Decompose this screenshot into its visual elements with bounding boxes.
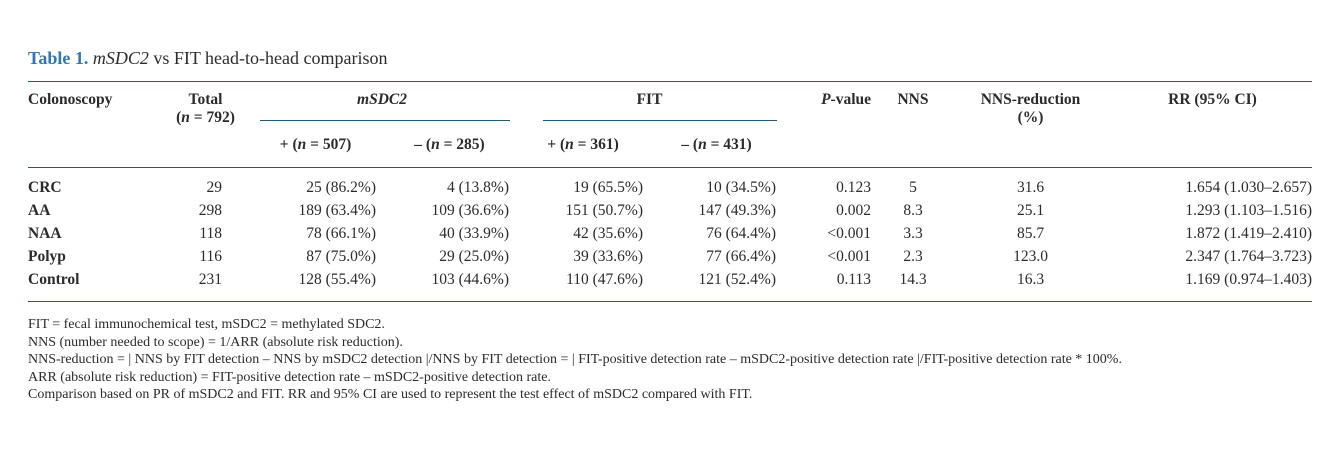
row-label: CRC <box>28 178 62 196</box>
row-label: AA <box>28 201 51 219</box>
column-header-fit-positive: + (n = 361) <box>516 127 650 168</box>
cell-nns: 2.3 <box>903 247 923 265</box>
comparison-table: Colonoscopy Total (n = 792) mSDC2 FIT P-… <box>28 81 1312 302</box>
cell-msdc2-pos: 25 (86.2%) <box>306 178 376 196</box>
cell-msdc2-neg: 4 (13.8%) <box>447 178 509 196</box>
cell-msdc2-neg: 109 (36.6%) <box>431 201 510 219</box>
cell-msdc2-neg: 29 (25.0%) <box>439 247 509 265</box>
fit-group-rule <box>543 120 777 121</box>
cell-p-value: <0.001 <box>827 224 871 242</box>
cell-p-value: 0.123 <box>836 178 871 196</box>
column-header-fit-negative: – (n = 431) <box>650 127 783 168</box>
column-header-total: Total (n = 792) <box>163 81 248 168</box>
cell-fit-neg: 147 (49.3%) <box>698 201 777 219</box>
column-header-rr: RR (95% CI) <box>1113 81 1312 168</box>
cell-fit-neg: 77 (66.4%) <box>706 247 776 265</box>
cell-p-value: 0.113 <box>783 268 878 302</box>
footnote-arr-definition: ARR (absolute risk reduction) = FIT-posi… <box>28 369 551 385</box>
column-group-fit: FIT <box>516 82 783 128</box>
cell-msdc2-pos: 189 (63.4%) <box>298 201 377 219</box>
column-header-colonoscopy: Colonoscopy <box>28 81 163 168</box>
cell-msdc2-neg: 40 (33.9%) <box>439 224 509 242</box>
row-label: NAA <box>28 224 62 242</box>
footnote-nns-reduction-definition: NNS-reduction = | NNS by FIT detection –… <box>28 352 1122 367</box>
table-caption-rest: vs FIT head-to-head comparison <box>148 48 388 68</box>
paper-table-figure: Table 1. mSDC2 vs FIT head-to-head compa… <box>28 47 1312 404</box>
msdc2-group-label: mSDC2 <box>357 91 407 108</box>
cell-rr: 1.293 (1.103–1.516) <box>1185 201 1312 219</box>
cell-nns: 8.3 <box>903 201 923 219</box>
cell-rr: 1.654 (1.030–2.657) <box>1185 178 1312 196</box>
column-header-p-value: P-value <box>783 81 878 168</box>
cell-total: 231 <box>163 268 248 302</box>
cell-nns-reduction: 16.3 <box>948 268 1113 302</box>
footnote-comparison-note: Comparison based on PR of mSDC2 and FIT.… <box>28 387 753 402</box>
cell-nns-reduction: 85.7 <box>1016 224 1045 242</box>
cell-total: 118 <box>199 224 222 242</box>
cell-p-value: <0.001 <box>827 247 871 265</box>
row-label: Control <box>28 268 163 302</box>
cell-fit-pos: 39 (33.6%) <box>573 247 643 265</box>
cell-fit-pos: 110 (47.6%) <box>516 268 650 302</box>
cell-fit-pos: 151 (50.7%) <box>565 201 644 219</box>
total-n-label: (n = 792) <box>176 109 235 126</box>
footnote-nns-definition: NNS (number needed to scope) = 1/ARR (ab… <box>28 334 403 350</box>
cell-msdc2-pos: 78 (66.1%) <box>306 224 376 242</box>
cell-msdc2-neg: 103 (44.6%) <box>383 268 516 302</box>
cell-nns: 3.3 <box>903 224 923 242</box>
cell-nns-reduction: 31.6 <box>1016 178 1045 196</box>
cell-nns-reduction: 25.1 <box>1016 201 1045 219</box>
column-header-nns: NNS <box>878 81 948 168</box>
cell-msdc2-pos: 87 (75.0%) <box>306 247 376 265</box>
cell-fit-neg: 76 (64.4%) <box>706 224 776 242</box>
column-header-msdc2-negative: – (n = 285) <box>383 127 516 168</box>
cell-fit-neg: 10 (34.5%) <box>706 178 776 196</box>
table-row-naa: NAA 118 78 (66.1%) 40 (33.9%) 42 (35.6%)… <box>28 222 1312 245</box>
cell-nns: 5 <box>909 178 917 196</box>
cell-p-value: 0.002 <box>836 201 871 219</box>
table-row-aa: AA 298 189 (63.4%) 109 (36.6%) 151 (50.7… <box>28 199 1312 222</box>
table-caption: Table 1. mSDC2 vs FIT head-to-head compa… <box>28 47 1312 69</box>
row-label: Polyp <box>28 247 66 265</box>
table-row-control: Control 231 128 (55.4%) 103 (44.6%) 110 … <box>28 268 1312 302</box>
cell-total: 29 <box>206 178 223 196</box>
cell-nns: 14.3 <box>878 268 948 302</box>
table-caption-gene: mSDC2 <box>92 48 149 68</box>
cell-msdc2-pos: 128 (55.4%) <box>248 268 383 302</box>
cell-rr: 2.347 (1.764–3.723) <box>1185 247 1312 265</box>
cell-total: 298 <box>198 201 222 219</box>
total-label: Total <box>188 91 223 108</box>
cell-rr: 1.169 (0.974–1.403) <box>1113 268 1312 302</box>
cell-rr: 1.872 (1.419–2.410) <box>1185 224 1312 242</box>
cell-fit-pos: 42 (35.6%) <box>573 224 643 242</box>
column-group-msdc2: mSDC2 <box>248 82 516 128</box>
table-footnotes: FIT = fecal immunochemical test, mSDC2 =… <box>28 316 1312 404</box>
msdc2-group-rule <box>260 120 510 121</box>
cell-nns-reduction: 123.0 <box>1013 247 1048 265</box>
column-header-nns-reduction: NNS-reduction (%) <box>948 81 1113 168</box>
table-number-label: Table 1. <box>28 48 89 68</box>
table-row-crc: CRC 29 25 (86.2%) 4 (13.8%) 19 (65.5%) 1… <box>28 168 1312 200</box>
cell-fit-pos: 19 (65.5%) <box>573 178 643 196</box>
table-row-polyp: Polyp 116 87 (75.0%) 29 (25.0%) 39 (33.6… <box>28 245 1312 268</box>
column-header-msdc2-positive: + (n = 507) <box>248 127 383 168</box>
cell-total: 116 <box>199 247 222 265</box>
cell-fit-neg: 121 (52.4%) <box>650 268 783 302</box>
footnote-abbreviations: FIT = fecal immunochemical test, mSDC2 =… <box>28 317 385 332</box>
fit-group-label: FIT <box>636 91 663 108</box>
